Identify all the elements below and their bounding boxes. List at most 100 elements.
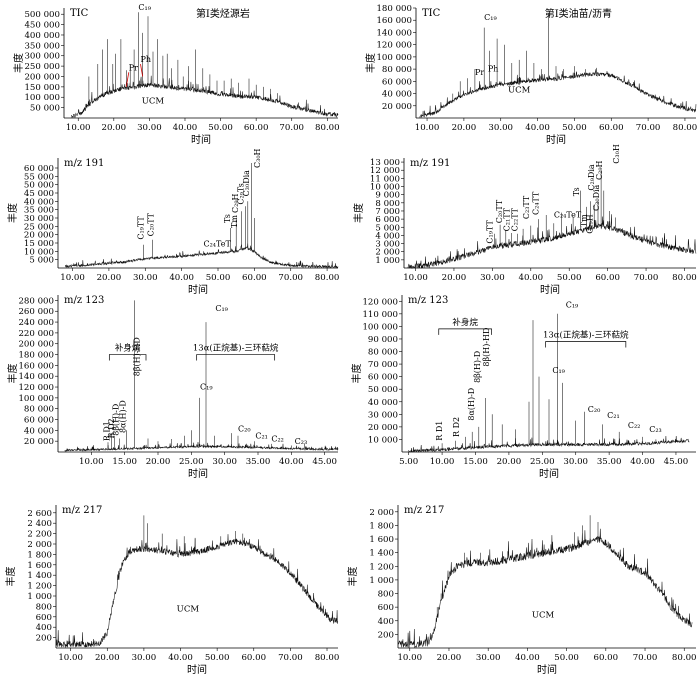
peak-label: 8α(H)-D [118,400,127,433]
peak-label: C₁₉ [138,3,151,12]
peak-label: 8α(H)-D [467,388,476,421]
x-tick-label: 40.00 [168,653,193,663]
y-tick-label: 80 000 [368,348,398,358]
y-axis-label: 丰度 [6,364,19,384]
x-tick-label: 60.00 [595,273,620,283]
y-tick-label: 1 000 [27,592,52,602]
x-tick-label: 80.00 [315,653,340,663]
peak-label: C₂₉Dia [587,164,596,191]
y-tick-label: 400 000 [24,31,60,41]
y-tick-label: 150 000 [24,83,60,93]
x-tick-label: 35.00 [597,457,622,467]
x-tick-label: 20.00 [97,273,122,283]
y-tick-label: 6 000 [375,215,400,225]
y-tick-label: 13 000 [370,158,400,168]
y-tick-label: 100 000 [18,394,54,404]
y-tick-label: 160 000 [376,16,412,26]
peak-label: C₂₂ [628,421,641,430]
y-tick-label: 70 000 [368,360,398,370]
peak-label: C₂₃ [649,425,662,434]
baseline-trace [71,75,339,119]
bracket-label: 补身烷 [452,317,478,328]
peak-label: C₁₉ [215,304,228,313]
peak-label: C₂₁ [255,431,268,440]
peak-label: C₂₄TeT [203,239,231,248]
x-tick-label: 60.00 [594,653,619,663]
y-tick-label: 220 000 [18,329,54,339]
y-tick-label: 450 000 [24,21,60,31]
x-tick-label: 80.00 [672,273,697,283]
x-axis-label: 时间 [539,467,559,480]
peak-label: R D1 [435,421,444,441]
y-axis-label: 丰度 [4,567,17,587]
baseline-trace [419,69,697,119]
peak-label: C₁₉TT [136,216,145,240]
peak-label: Ts [223,214,232,223]
bracket-label: 补身烷 [115,343,141,354]
y-tick-label: 10 000 [24,247,54,257]
peak-label: C₁₉TT [485,220,494,244]
x-tick-label: 30.00 [488,123,513,133]
panel-m123-right: 10 000 20 000 30 000 40 000 50 000 60 000 70 0… [350,295,696,480]
y-tick-label: 90 000 [368,335,398,345]
y-tick-label: 600 [36,613,52,623]
baseline-trace [64,441,339,452]
y-tick-label: 20 000 [24,231,54,241]
y-axis-label: 丰度 [12,53,25,73]
x-tick-label: 80.00 [672,653,697,663]
y-tick-label: 200 [36,634,52,644]
x-tick-label: 50.00 [205,653,230,663]
x-tick-label: 10.00 [66,123,91,133]
peak-label: Tm [580,214,589,227]
ion-label: m/z 123 [64,295,104,306]
y-tick-label: 1 400 [369,549,394,559]
peak-label: C₂₂ [271,435,284,444]
x-tick-label: 10.00 [79,457,104,467]
x-tick-label: 80.00 [315,123,340,133]
compound-bracket [196,354,276,361]
peak-label: 8β(H)-HD [482,328,491,367]
x-tick-label: 10.00 [403,273,428,283]
y-tick-label: 1 600 [369,535,394,545]
y-tick-label: 80 000 [382,65,412,75]
y-axis-label: 丰度 [346,567,359,587]
x-tick-label: 45.00 [664,457,689,467]
x-tick-label: 70.00 [279,123,304,133]
x-tick-label: 70.00 [633,653,658,663]
y-tick-label: 200 [378,630,394,640]
y-axis-label: 丰度 [6,203,19,223]
peak-label: C₂₂TT [510,207,519,231]
y-tick-label: 35 000 [24,206,54,216]
ion-label: m/z 123 [408,295,448,306]
compound-bracket [108,354,147,361]
peak-label: C₃₀H [612,144,621,164]
y-tick-label: 110 000 [362,310,398,320]
y-tick-label: 100 000 [376,53,412,63]
y-tick-label: 180 000 [376,4,412,14]
x-tick-label: 10.00 [58,653,83,663]
y-axis-label: 丰度 [352,203,365,223]
y-tick-label: 180 000 [18,351,54,361]
x-tick-label: 30.00 [480,273,505,283]
peak-label: C₁₉ [484,13,497,22]
y-tick-label: 7 000 [375,207,400,217]
y-tick-label: 250 000 [24,62,60,72]
peak-label: C₁₉ [552,366,565,375]
y-axis-label: 丰度 [350,364,363,384]
peak-label: Ts [572,187,581,196]
y-tick-label: 140 000 [376,28,412,38]
baseline-trace [55,534,339,649]
y-tick-label: 600 [378,603,394,613]
y-tick-label: 25 000 [24,222,54,232]
peak-label: C₁₉ [566,301,579,310]
peak-label: C₂₉H [231,193,240,213]
x-tick-label: 40.00 [525,123,550,133]
peak-label: C₂₄TeT [554,210,582,219]
x-tick-label: 10.00 [397,653,422,663]
peak-label: C₂₉H [595,160,604,180]
ion-label: TIC [422,8,441,19]
x-axis-label: 时间 [540,283,560,296]
